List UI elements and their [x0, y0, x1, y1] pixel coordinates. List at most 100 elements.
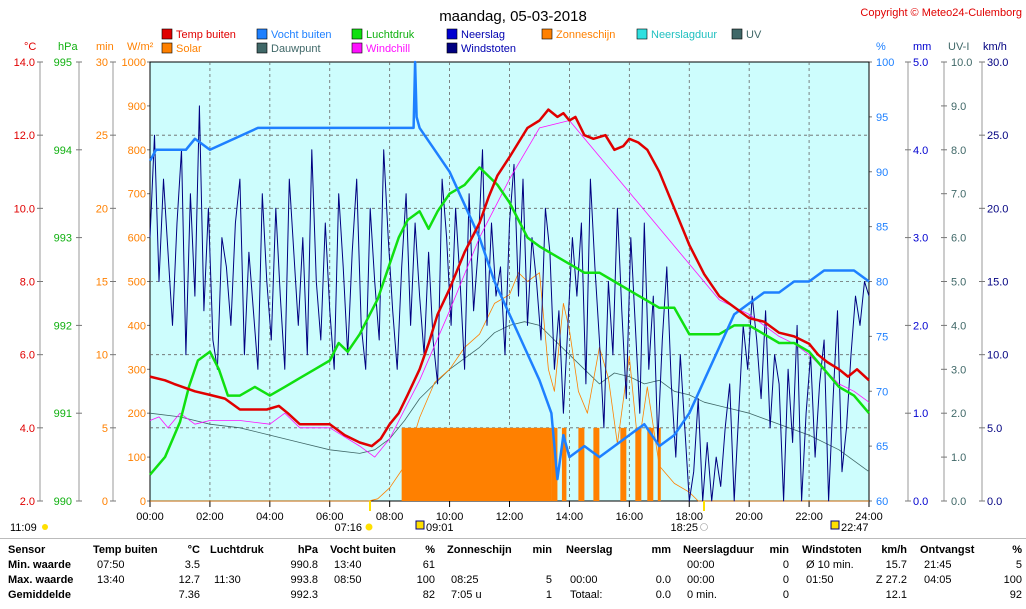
axis-tick-label: 4.0	[951, 320, 966, 332]
legend-label: UV	[746, 29, 762, 41]
axis-tick-label: 100	[128, 452, 146, 464]
stats-value: 5	[545, 574, 552, 586]
stats-value: 0	[782, 589, 789, 601]
legend-label: Windchill	[366, 43, 410, 55]
axis-tick-label: 0.0	[951, 496, 966, 508]
stats-row: 7.36	[93, 588, 200, 603]
x-tick-label: 14:00	[556, 511, 584, 523]
axis-tick-label: 700	[128, 189, 146, 201]
stats-value: 82	[422, 589, 435, 601]
stats-row: 21:45 5	[920, 558, 1022, 573]
stats-unit-ontv: %	[1012, 544, 1022, 556]
legend: Temp buiten Solar Vocht buiten Dauwpunt Luch…	[161, 28, 762, 55]
axis-tick-label: 2.0	[20, 496, 35, 508]
stats-value: 3.5	[184, 559, 200, 571]
stats-time: 13:40	[97, 574, 125, 586]
legend-swatch	[446, 42, 458, 54]
stats-time	[566, 559, 570, 571]
axis-tick-label: 65	[876, 441, 888, 453]
stats-time: 04:05	[924, 574, 952, 586]
axis-tick-label: 15	[96, 277, 108, 289]
stats-value: 100	[416, 574, 435, 586]
legend-swatch	[636, 28, 648, 40]
axis-unit: W/m²	[127, 41, 154, 53]
axis-tick-label: 990	[54, 496, 72, 508]
legend-label: Neerslagduur	[651, 29, 717, 41]
stats-time: 07:50	[97, 559, 125, 571]
legend-label: Vocht buiten	[271, 29, 332, 41]
stats-header-wind: Windstoten	[802, 544, 862, 556]
axis-tick-label: 3.0	[951, 364, 966, 376]
stats-time: 00:00	[687, 574, 715, 586]
axis-tick-label: 1.0	[913, 408, 928, 420]
stats-group-wind: Windstoten km/h Ø 10 min. 15.7 01:50 Z 27.2 12…	[802, 543, 907, 603]
series-windstoten	[149, 105, 870, 502]
moonset-label: 09:01	[426, 522, 454, 534]
stats-value: 993.8	[290, 574, 318, 586]
stats-header-duur: Neerslagduur	[683, 544, 754, 556]
stats-group-ontv: Ontvangst% 21:45 5 04:05 100 92	[920, 543, 1022, 603]
stats-row	[566, 558, 671, 573]
legend-label: Temp buiten	[176, 29, 236, 41]
stats-value: 0.0	[655, 574, 671, 586]
axis-tick-label: 30.0	[987, 57, 1008, 69]
axis-tick-label: 5	[102, 423, 108, 435]
stats-time: 00:00	[687, 559, 715, 571]
row-label-min: Min. waarde	[8, 559, 71, 571]
stats-row	[447, 558, 552, 573]
series-dauwpunt	[149, 321, 870, 473]
stats-time	[447, 559, 451, 571]
axis-tick-label: 100	[876, 57, 894, 69]
stats-row: Ø 10 min. 15.7	[802, 558, 907, 573]
stats-header-ontv: Ontvangst	[920, 544, 975, 556]
stats-group-vocht: Vocht buiten% 13:40 61 08:50 100 82	[330, 543, 435, 603]
sun-icon	[42, 524, 48, 530]
axis-tick-label: 0.0	[987, 496, 1002, 508]
axis-tick-label: 2.0	[951, 408, 966, 420]
axis-tick-label: 800	[128, 145, 146, 157]
axis-tick-label: 0	[140, 496, 146, 508]
axis-tick-label: 90	[876, 167, 888, 179]
axis-tick-label: 95	[876, 112, 888, 124]
axis-tick-label: 12.0	[14, 130, 35, 142]
stats-row: 7:05 u 1	[447, 588, 552, 603]
series-temp-buiten	[149, 108, 870, 448]
axis-tick-label: 20	[96, 203, 108, 215]
stats-time: 0 min.	[687, 589, 717, 601]
stats-value: 5	[1015, 559, 1022, 571]
sunrise-icon	[365, 523, 373, 531]
stats-group-neer: Neerslag mm 00:00 0.0 Totaal: 0.0	[566, 543, 671, 603]
axis-unit: UV-I	[948, 41, 969, 53]
stats-unit-vocht: %	[425, 544, 435, 556]
axis-tick-label: 6.0	[951, 233, 966, 245]
axis-tick-label: 995	[54, 57, 72, 69]
stats-row: 82	[330, 588, 435, 603]
axis-tick-label: 85	[876, 222, 888, 234]
stats-header-temp: Temp buiten	[93, 544, 158, 556]
stats-row: 992.3	[210, 588, 318, 603]
axis-tick-label: 10.0	[951, 57, 972, 69]
axis-tick-label: 400	[128, 320, 146, 332]
row-label-max: Max. waarde	[8, 574, 74, 586]
moonset-icon	[415, 520, 425, 530]
axis-tick-label: 20.0	[987, 203, 1008, 215]
sunshine-bar	[551, 427, 558, 501]
axis-tick-label: 5.0	[913, 57, 928, 69]
sunshine-bar	[620, 427, 627, 501]
stats-unit-duur: min	[769, 544, 789, 556]
stats-time: Totaal:	[570, 589, 603, 601]
axis-tick-label: 1.0	[951, 452, 966, 464]
stats-unit-temp: °C	[187, 544, 200, 556]
axis-tick-label: 0	[102, 496, 108, 508]
legend-label: Dauwpunt	[271, 43, 321, 55]
stats-header-sensor: Sensor	[8, 544, 46, 556]
axis-tick-label: 900	[128, 101, 146, 113]
legend-label: Zonneschijn	[556, 29, 615, 41]
legend-swatch	[541, 28, 553, 40]
stats-row: 01:50 Z 27.2	[802, 573, 907, 588]
stats-row: 11:30 993.8	[210, 573, 318, 588]
time-markers: 11:09 07:16 09:01 18:25 22:47	[10, 501, 869, 534]
sunshine-bar	[401, 427, 552, 501]
axis-tick-label: 4.0	[20, 423, 35, 435]
sunset-tick	[703, 501, 705, 511]
